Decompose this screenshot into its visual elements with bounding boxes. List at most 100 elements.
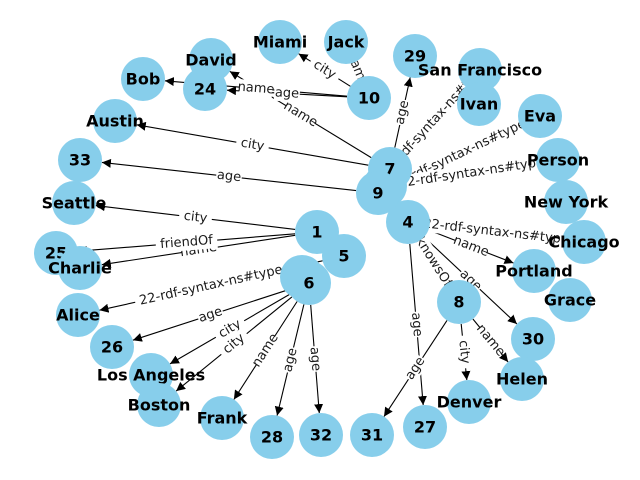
nodes-layer: 12345678910MiamiJack29DavidSan Francisco… [34,20,620,459]
edge-label-background [452,233,490,260]
node-label: 9 [372,184,383,203]
edge-label-group: age [279,345,302,375]
node-circle [93,99,137,143]
node-circle [347,76,391,120]
node-31: 31 [350,413,394,457]
node-27: 27 [403,405,447,449]
node-label: Frank [197,409,248,428]
node-circle [183,67,227,111]
edge-label: age [216,168,242,186]
node-label: Jack [327,33,365,52]
edge-label-background [407,311,426,338]
node-miami: Miami [253,20,307,64]
node-label: Ivan [460,95,499,114]
edge-label-background [417,215,575,249]
edge-label-group: age [391,98,414,127]
edge-label-group: city [234,134,271,156]
edge-label-group: age [195,303,226,327]
edge-label-background [454,334,474,370]
edge-label-group: name [237,79,275,98]
node-seattle: Seattle [42,181,107,225]
node-circle [536,138,580,182]
node-label: Miami [253,33,307,52]
node-label: 1 [311,223,322,242]
edge-label-background [279,345,302,375]
node-circle [403,405,447,449]
node-circle [437,280,481,324]
node-4: 4 [386,200,430,244]
node-label: 7 [384,160,395,179]
edge-label: 22-rdf-syntax-ns#type [138,262,284,308]
node-8: 8 [437,280,481,324]
edge-label-group: name [249,331,282,370]
edge-label-background [133,260,289,311]
edge-label-background [195,303,226,327]
edge-label-group: 22-rdf-syntax-ns#type [133,260,289,311]
edge-label: name [237,79,275,97]
node-label: 5 [338,247,349,266]
node-frank: Frank [197,396,248,440]
node-circle [121,57,165,101]
node-circle [137,383,181,427]
edge-label-group: city [178,207,213,228]
edge-label: age [197,304,225,326]
node-circle [518,94,562,138]
edge-label-background [216,327,252,361]
node-label: Alice [56,306,100,325]
node-circle [458,48,502,92]
edge-label-group: name [473,321,508,359]
node-circle [500,357,544,401]
node-denver: Denver [437,380,502,424]
node-ivan: Ivan [457,82,501,126]
node-circle [56,293,100,337]
node-10: 10 [347,76,391,120]
edge-label-group: age [273,84,301,103]
node-circle [350,413,394,457]
node-label: Boston [128,396,191,415]
node-circle [58,138,102,182]
node-chicago: Chicago [548,220,620,264]
node-label: 6 [303,274,314,293]
node-6: 6 [287,261,331,305]
edge-label-group: age [401,353,430,384]
node-24: 24 [183,67,227,111]
node-portland: Portland [495,249,573,293]
edge-label: age [307,346,324,371]
edge-label: age [408,312,425,337]
node-circle [511,317,555,361]
edge-label: knowsOf [412,234,455,290]
node-circle [512,249,556,293]
edge-label-background [306,54,343,86]
edge-label-group: name [281,99,320,131]
edge-label-background [238,79,274,98]
node-jack: Jack [324,20,368,64]
node-circle [287,261,331,305]
node-circle [544,180,588,224]
edge-label: friendOf [160,233,214,252]
edge-label-background [473,322,508,359]
node-label: Helen [496,370,548,389]
edge-label-background [455,265,486,296]
node-label: 27 [414,418,436,437]
node-circle [52,181,96,225]
edge-label: age [280,346,300,373]
node-label: 29 [404,47,426,66]
node-label: Denver [437,393,502,412]
edge-label-group: friendOf [155,232,218,253]
node-label: 33 [69,151,91,170]
node-circle [200,396,244,440]
node-circle [562,220,606,264]
edge-label-background [391,98,414,127]
edge-label-group: age [215,167,243,186]
node-circle [457,82,501,126]
node-label: San Francisco [418,61,542,80]
node-circle [299,413,343,457]
edge-label-background [273,84,301,103]
edge-label-background [178,207,213,228]
edge-label-background [282,99,319,130]
node-label: 31 [361,426,383,445]
node-5: 5 [322,234,366,278]
node-label: 28 [261,428,283,447]
